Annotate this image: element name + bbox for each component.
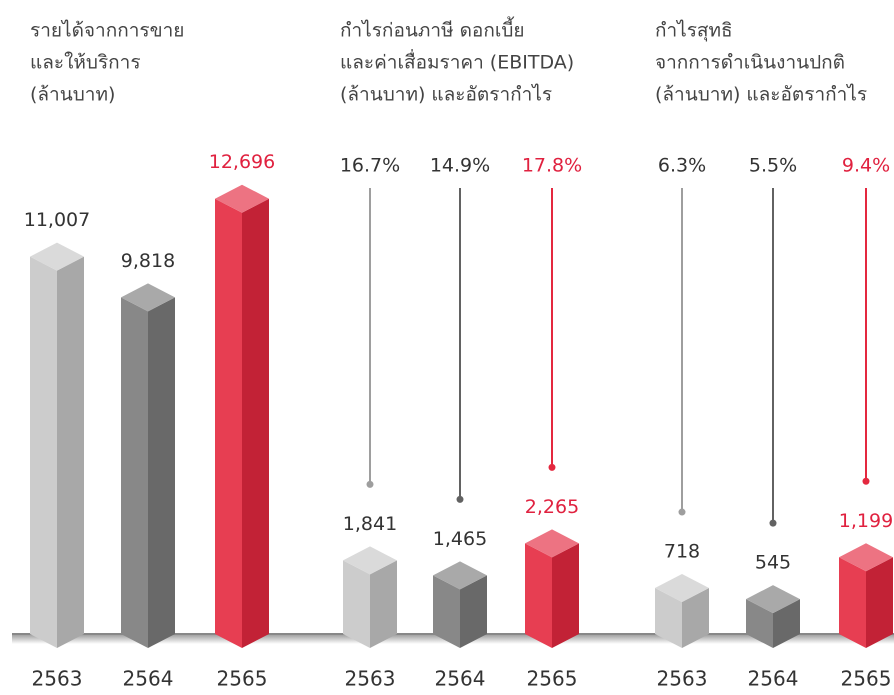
margin-dot [456,495,464,503]
bar [746,585,800,648]
panel-title: (ล้านบาท) และอัตรากำไร [655,84,867,106]
x-tick-label: 2563 [32,667,83,691]
margin-label: 5.5% [749,155,797,177]
bar-right-face [148,297,175,648]
value-label: 11,007 [24,209,90,231]
bar-right-face [460,575,487,648]
bar-right-face [242,198,269,649]
bar-top [525,529,579,558]
value-label: 1,841 [343,513,397,535]
bar-top [746,585,800,614]
bar [655,574,709,648]
margin-label: 16.7% [340,155,400,177]
bar-left-face [746,599,773,648]
bar [525,529,579,648]
bar-left-face [343,560,370,648]
x-tick-label: 2564 [748,667,799,691]
x-tick-label: 2563 [345,667,396,691]
value-label: 545 [755,552,791,574]
margin-label: 9.4% [842,155,890,177]
bar-top [839,543,893,572]
bar-left-face [839,557,866,648]
x-tick-label: 2565 [841,667,892,691]
bar-top [655,574,709,603]
panel-title: กำไรสุทธิ [655,20,733,43]
bar-top [433,561,487,590]
bar-left-face [655,588,682,648]
bar-right-face [370,560,397,648]
bar [343,546,397,648]
panel-title: กำไรก่อนภาษี ดอกเบี้ย [340,17,525,42]
bar [215,184,269,649]
bar-left-face [30,256,57,648]
bar-right-face [552,543,579,648]
bar [839,543,893,648]
bar-left-face [433,575,460,648]
margin-label: 17.8% [522,155,582,177]
bar-left-face [215,198,242,649]
margin-dot [769,519,777,527]
value-label: 12,696 [209,151,275,173]
panel-title: จากการดำเนินงานปกติ [655,52,845,74]
bar-right-face [866,557,893,648]
x-tick-label: 2564 [123,667,174,691]
bar [121,283,175,648]
x-tick-label: 2565 [217,667,268,691]
margin-dot [862,477,870,485]
value-label: 2,265 [525,496,579,518]
bar-left-face [121,297,148,648]
margin-dot [548,463,556,471]
panel-title: และให้บริการ [30,52,141,74]
x-tick-label: 2564 [435,667,486,691]
bar-top [121,283,175,312]
bar [433,561,487,648]
bar [30,242,84,648]
value-label: 9,818 [121,250,175,272]
bar-left-face [525,543,552,648]
panel-title: รายได้จากการขาย [30,20,184,42]
panel-title: (ล้านบาท) และอัตรากำไร [340,84,552,106]
margin-dot [678,508,686,516]
panel-title: และค่าเสื่อมราคา (EBITDA) [340,49,574,74]
panel-title: (ล้านบาท) [30,84,115,106]
value-label: 1,465 [433,528,487,550]
bar-top [215,184,269,213]
bar-right-face [773,599,800,648]
bar-top [30,242,84,271]
value-label: 1,199 [839,510,893,532]
x-tick-label: 2565 [527,667,578,691]
bar-right-face [57,256,84,648]
margin-dot [366,480,374,488]
margin-label: 14.9% [430,155,490,177]
margin-label: 6.3% [658,155,706,177]
bar-right-face [682,588,709,648]
bar-top [343,546,397,575]
x-tick-label: 2563 [657,667,708,691]
value-label: 718 [664,541,700,563]
